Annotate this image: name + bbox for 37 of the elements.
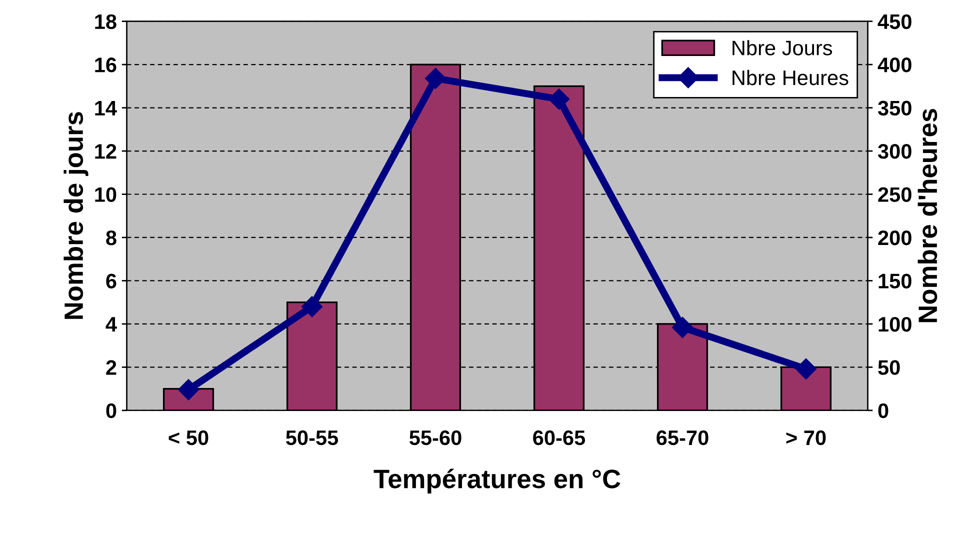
x-tick-label: 50-55 xyxy=(286,430,338,446)
y2-tick-label: 50 xyxy=(878,360,900,375)
y-tick-label: 8 xyxy=(106,230,116,246)
x-tick-label: < 50 xyxy=(168,430,208,446)
y-tick-label: 18 xyxy=(95,14,116,30)
x-axis-title: Températures en °C xyxy=(374,468,620,494)
point xyxy=(672,316,694,338)
y-tick-label: 6 xyxy=(106,274,116,288)
x-tick-label: 55-60 xyxy=(410,430,462,446)
y-axis-title: Nombre de jours xyxy=(64,112,88,319)
y-tick-label: 0 xyxy=(106,403,116,418)
y-tick-label: 4 xyxy=(106,317,117,332)
y2-tick-label: 150 xyxy=(878,274,912,288)
y2-tick-label: 300 xyxy=(878,144,912,159)
y-tick-label: 10 xyxy=(95,187,116,202)
y-tick-label: 2 xyxy=(106,360,116,375)
y2-axis-title: Nombre d'heures xyxy=(918,108,938,322)
y2-tick-label: 400 xyxy=(878,58,912,72)
point xyxy=(548,88,570,110)
x-tick-label: 65-70 xyxy=(656,430,708,446)
y2-tick-label: 0 xyxy=(878,403,888,418)
y2-tick-label: 200 xyxy=(878,230,912,246)
point xyxy=(301,296,323,318)
x-tick-label: > 70 xyxy=(786,430,826,446)
y-tick-label: 16 xyxy=(95,58,116,72)
y2-tick-label: 100 xyxy=(878,316,912,332)
point xyxy=(178,379,200,400)
y2-tick-label: 250 xyxy=(878,187,912,202)
y-tick-label: 12 xyxy=(95,144,116,159)
y-tick-label: 14 xyxy=(95,101,117,116)
y2-tick-label: 450 xyxy=(878,14,912,30)
y2-tick-label: 350 xyxy=(878,100,912,116)
point xyxy=(424,68,446,89)
legend-label: Nbre Heures xyxy=(732,70,848,86)
legend-label: Nbre Jours xyxy=(732,40,832,56)
point xyxy=(795,358,817,380)
x-tick-label: 60-65 xyxy=(533,430,586,446)
